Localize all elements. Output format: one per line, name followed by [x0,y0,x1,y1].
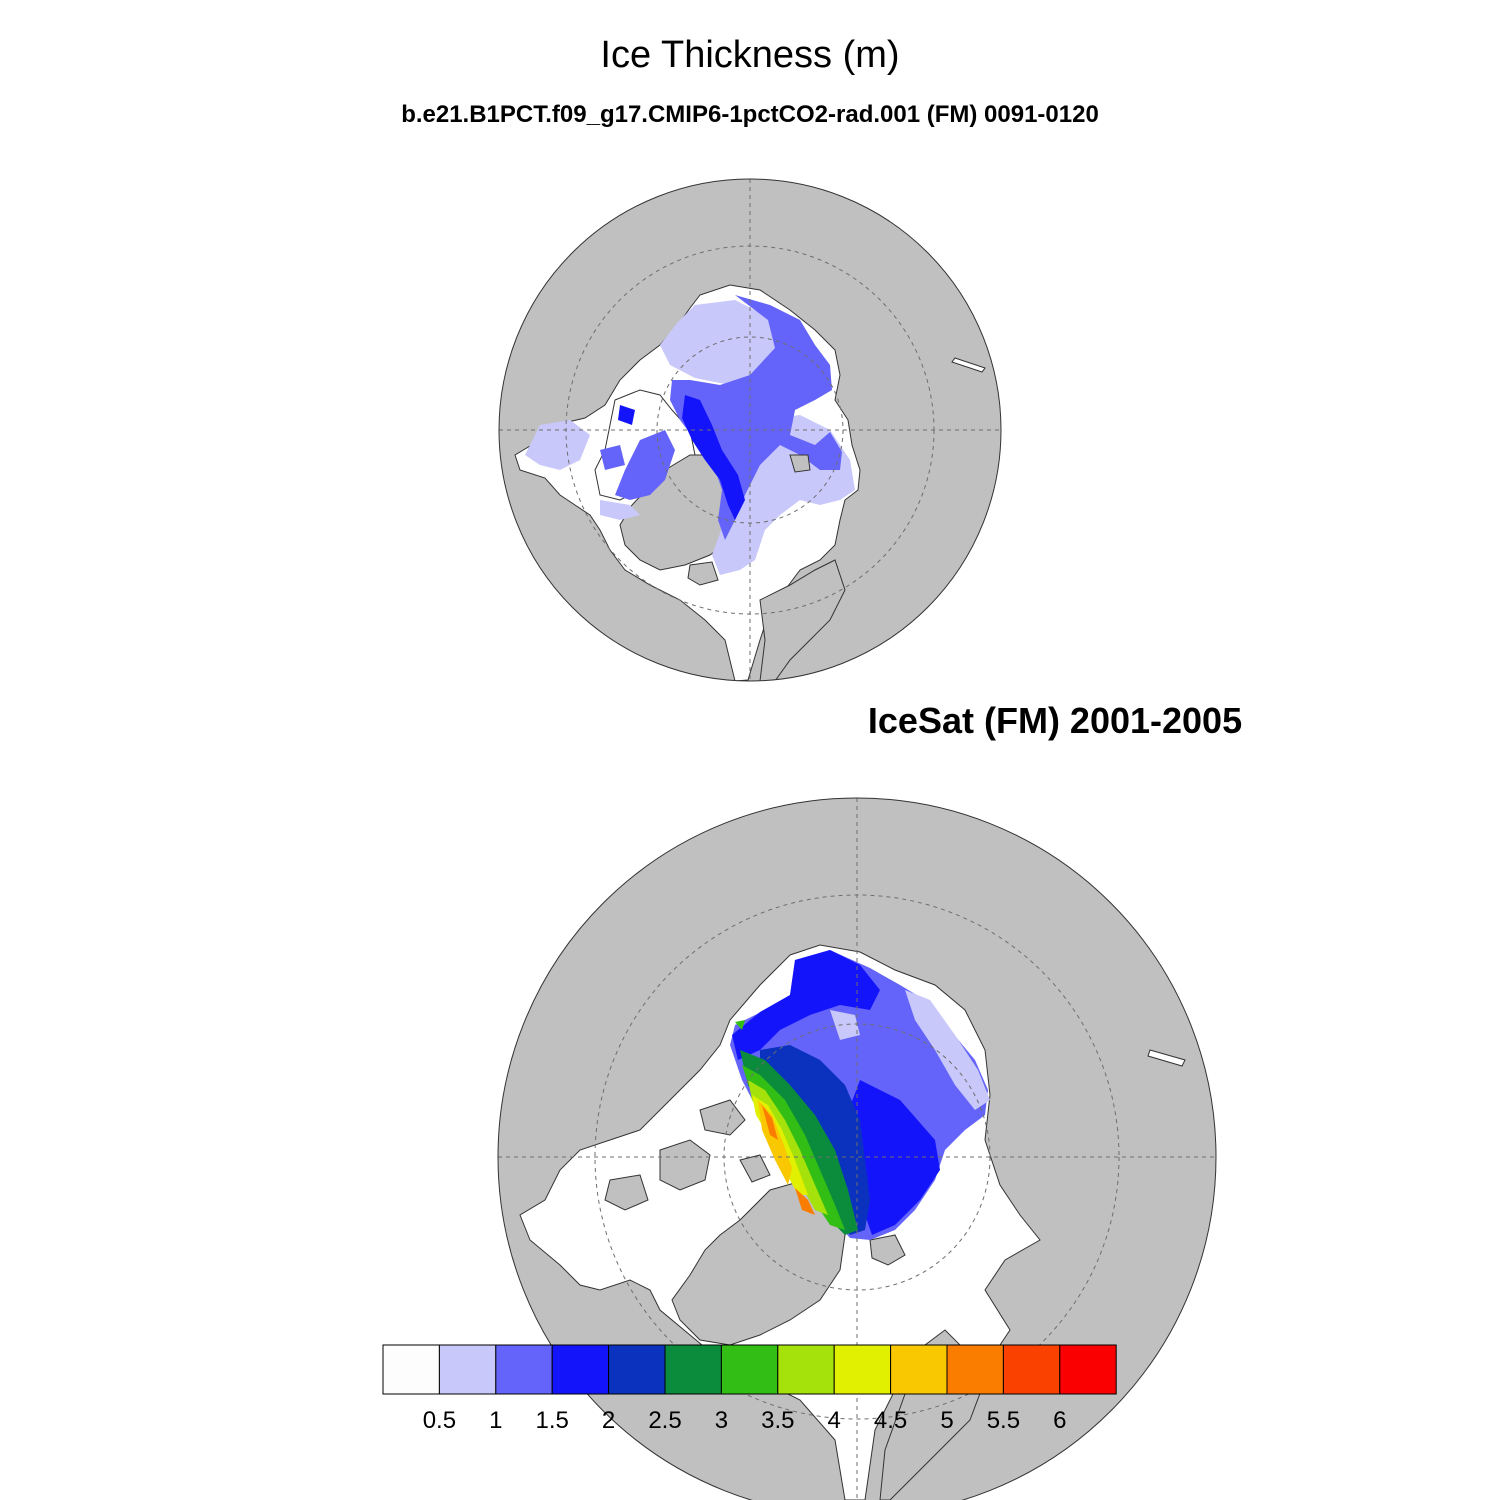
colorbar-box [664,1344,722,1395]
colorbar-label: 4 [828,1407,841,1434]
colorbar-box [438,1344,497,1395]
map-model-ice-medium [600,295,842,540]
colorbar-label: 4.5 [874,1407,907,1434]
map-icesat-ice-blue [732,950,940,1235]
map-model-scandinavia [759,559,846,681]
colorbar-label: 3.5 [761,1407,794,1434]
map-model-iceland [789,454,811,473]
colorbar-box [551,1344,610,1395]
map-model-lake [951,357,986,373]
colorbar-label: 1.5 [536,1407,569,1434]
colorbar-label: 6 [1053,1407,1066,1434]
colorbar-box [382,1344,440,1395]
colorbar-box [495,1344,553,1395]
colorbar-box [720,1344,779,1395]
map-icesat-svalbard [869,1234,906,1266]
colorbar-label: 3 [715,1407,728,1434]
map-model-svalbard [687,561,719,586]
colorbar-box [777,1344,835,1395]
map-model [498,178,1002,682]
colorbar-box [1059,1344,1117,1395]
colorbar-label: 2 [602,1407,615,1434]
map-icesat-ice-green [735,1020,845,1230]
figure-title: Ice Thickness (m) [600,34,900,76]
colorbar-label: 2.5 [648,1407,681,1434]
colorbar-label: 1 [489,1407,502,1434]
panel2-title: IceSat (FM) 2001-2005 [867,700,1243,741]
map-model-ice-dark [618,395,745,520]
colorbar-boxes [382,1344,1117,1395]
map-icesat-lake [1147,1049,1186,1067]
colorbar-labels: 0.5 1 1.5 2 2.5 3 3.5 4 4.5 5 5.5 6 [423,1407,1067,1434]
colorbar-label: 5 [940,1407,953,1434]
colorbar-box [833,1344,892,1395]
map-model-graticule [499,179,1001,681]
map-icesat-outline [497,797,1217,1500]
colorbar-box [608,1344,666,1395]
colorbar: 0.5 1 1.5 2 2.5 3 3.5 4 4.5 5 5.5 6 [382,1344,1117,1434]
colorbar-box [1002,1344,1061,1395]
colorbar-box [890,1344,948,1395]
map-icesat [497,797,1217,1500]
colorbar-box [946,1344,1004,1395]
map-icesat-ice-light [830,990,990,1110]
figure-subtitle: b.e21.B1PCT.f09_g17.CMIP6-1pctCO2-rad.00… [401,101,1099,128]
map-icesat-ice-orange [762,1105,815,1215]
map-model-outline [498,178,1002,682]
colorbar-label: 5.5 [987,1407,1020,1434]
map-model-ice-light [525,300,855,575]
colorbar-label: 0.5 [423,1407,456,1434]
map-icesat-archipelago [604,1099,771,1211]
map-icesat-graticule [498,798,1216,1500]
